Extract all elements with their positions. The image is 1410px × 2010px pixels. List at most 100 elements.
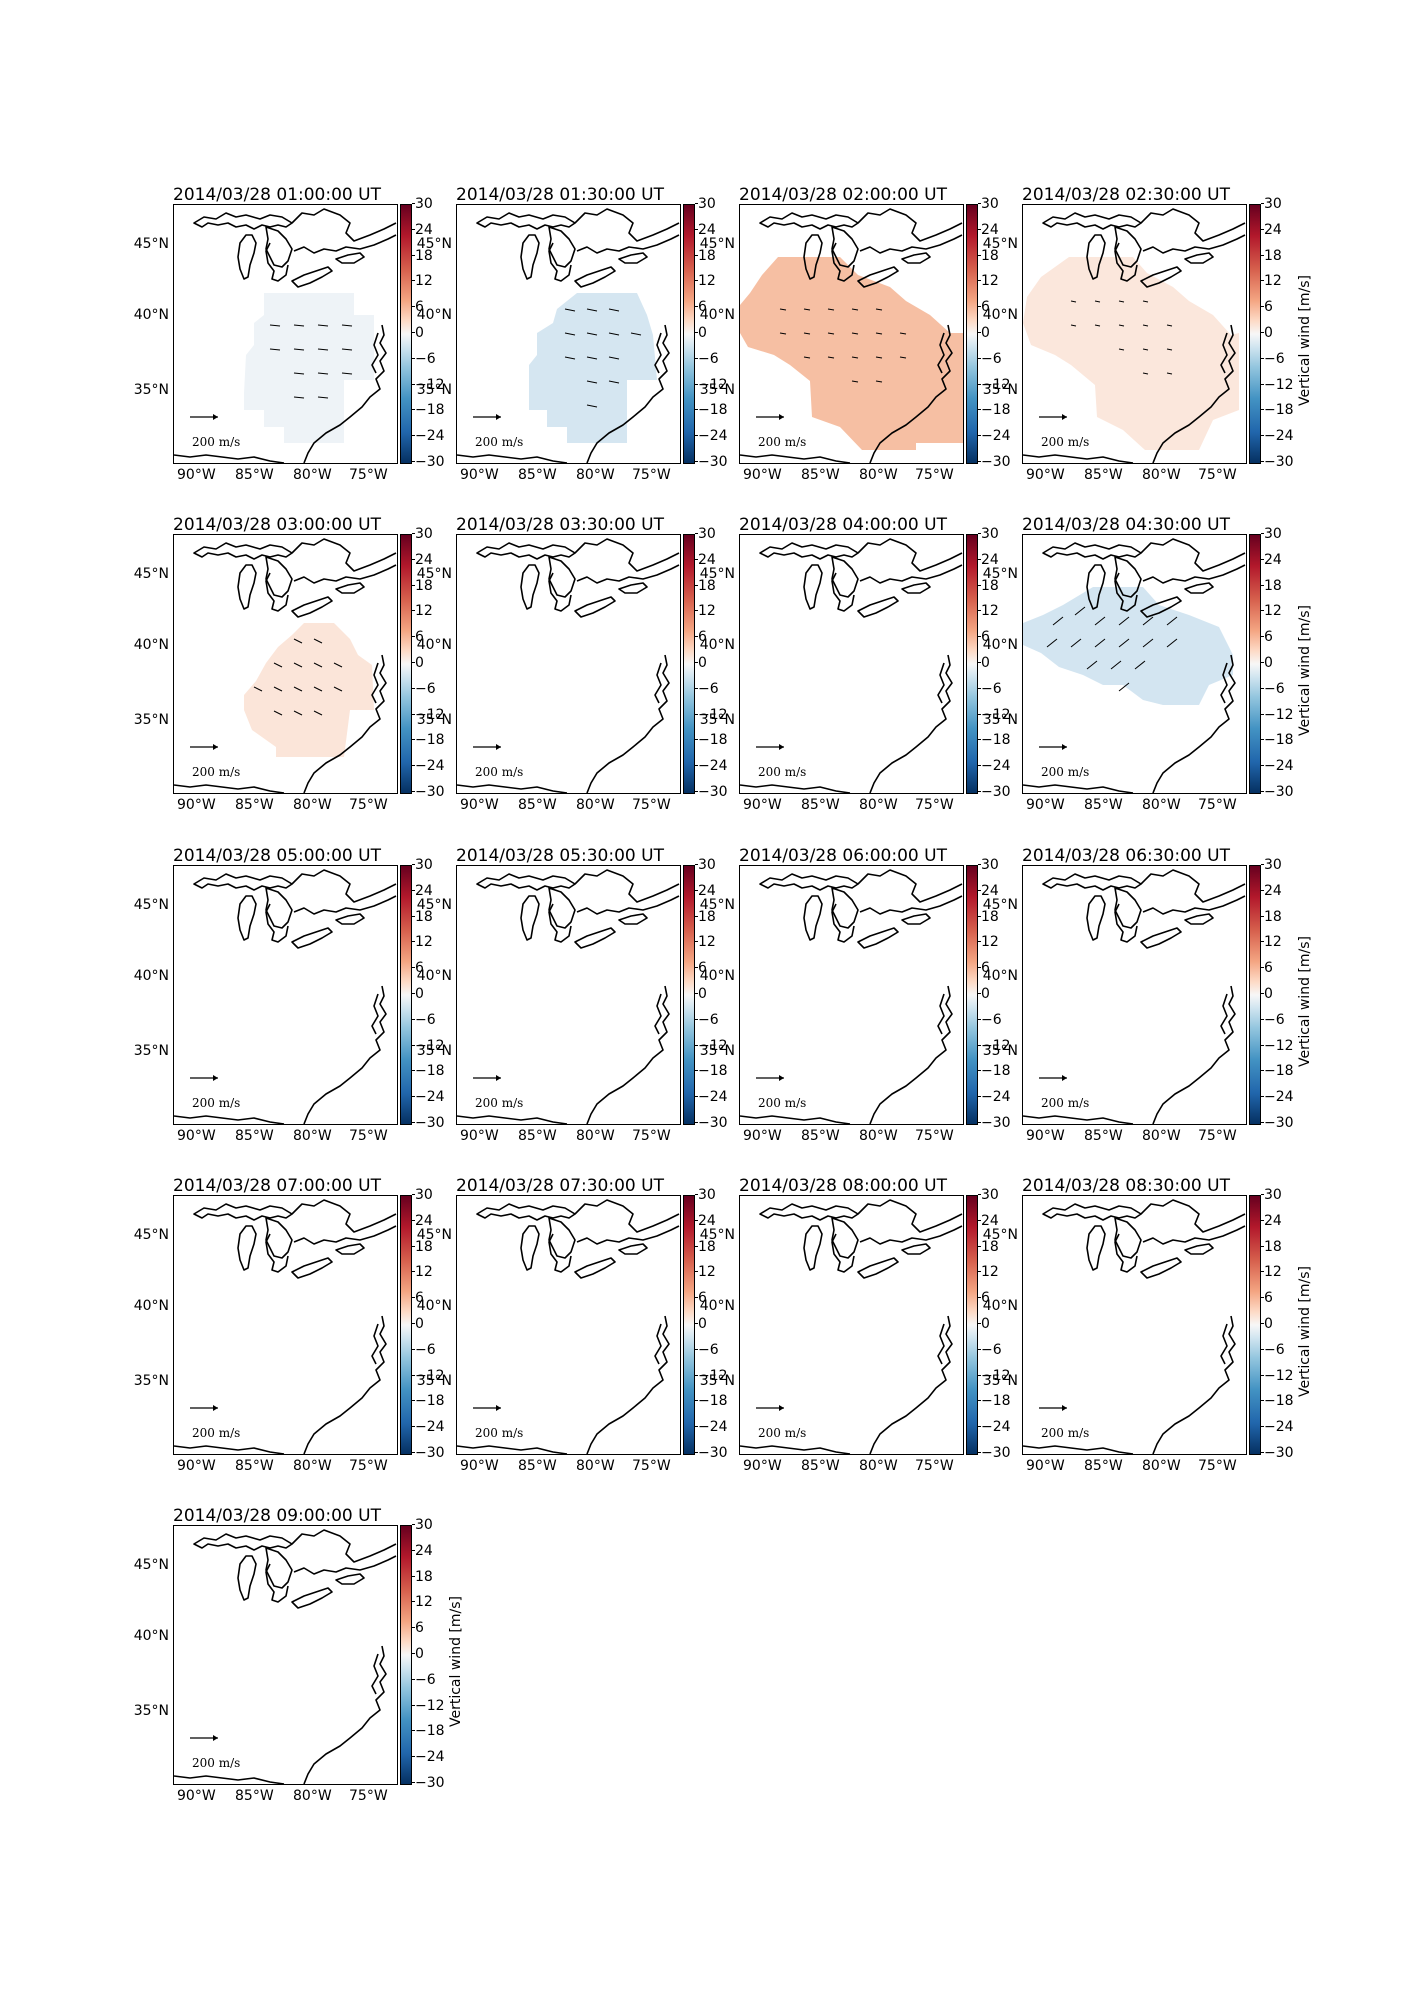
panel-title: 2014/03/28 02:00:00 UT bbox=[739, 185, 947, 205]
wind-arrow bbox=[779, 308, 787, 311]
atlantic-coast bbox=[586, 985, 670, 1124]
gulf-coast bbox=[1023, 454, 1134, 463]
colorbar-label: Vertical wind [m/s] bbox=[1297, 605, 1313, 736]
ontario-shore bbox=[859, 895, 963, 915]
wind-arrow bbox=[341, 372, 353, 375]
st-lawrence-coast bbox=[1140, 208, 1246, 242]
lake-huron-shoreline bbox=[548, 226, 576, 268]
colorbar-tick-label: −18 bbox=[1261, 1393, 1294, 1410]
longitude-tick-label: 90°W bbox=[1026, 467, 1065, 483]
longitude-tick-label: 85°W bbox=[801, 467, 840, 483]
wind-vector-arrows bbox=[1070, 300, 1173, 375]
latitude-tick-label: 40°N bbox=[133, 1298, 169, 1314]
atlantic-coast bbox=[1152, 1315, 1236, 1454]
michigan-peninsula bbox=[548, 572, 572, 612]
colorbar-tick-label: 0 bbox=[412, 655, 424, 671]
longitude-tick-label: 75°W bbox=[349, 1128, 388, 1144]
atlantic-coast bbox=[869, 985, 953, 1124]
longitude-tick-label: 85°W bbox=[518, 1128, 557, 1144]
st-lawrence-coast bbox=[857, 208, 963, 242]
scale-arrow bbox=[1039, 1405, 1067, 1411]
lake-huron-shoreline bbox=[831, 556, 859, 598]
latitude-tick-label: 40°N bbox=[133, 1628, 169, 1644]
ontario-shore bbox=[1142, 564, 1246, 584]
panel-title: 2014/03/28 06:00:00 UT bbox=[739, 846, 947, 866]
atlantic-coast bbox=[303, 1315, 387, 1454]
latitude-tick-label: 40°N bbox=[416, 307, 452, 323]
longitude-tick-label: 75°W bbox=[349, 797, 388, 813]
coastline bbox=[174, 538, 397, 793]
wind-arrow bbox=[1118, 348, 1125, 351]
latitude-tick-label: 45°N bbox=[699, 1227, 735, 1243]
wind-arrow bbox=[341, 348, 353, 351]
map-area: 200 m/s bbox=[456, 534, 681, 794]
colorbar-tick-label: 12 bbox=[412, 603, 433, 620]
colorbar-tick-label: 0 bbox=[412, 325, 424, 341]
lake-erie-shoreline bbox=[857, 1257, 899, 1279]
colorbar-tick-label: 12 bbox=[978, 603, 999, 620]
colorbar-tick-label: −6 bbox=[1261, 1341, 1285, 1358]
coastline bbox=[457, 1199, 680, 1454]
lake-superior-shoreline bbox=[759, 542, 859, 560]
colorbar bbox=[966, 204, 978, 464]
panel-title: 2014/03/28 06:30:00 UT bbox=[1022, 846, 1230, 866]
lake-michigan-shoreline bbox=[520, 1225, 540, 1271]
lake-ontario-shoreline bbox=[335, 913, 365, 925]
wind-arrow bbox=[293, 348, 305, 351]
gulf-coast bbox=[174, 454, 285, 463]
wind-field-region bbox=[740, 257, 963, 450]
colorbar-tick-label: −24 bbox=[978, 1089, 1011, 1106]
colorbar-tick-label: −30 bbox=[978, 784, 1011, 800]
ontario-shore bbox=[576, 234, 680, 254]
scale-arrow-label: 200 m/s bbox=[758, 435, 807, 449]
map-panel: 2014/03/28 05:30:00 UT bbox=[417, 847, 746, 1144]
panel-title: 2014/03/28 09:00:00 UT bbox=[173, 1506, 381, 1526]
map-panel: 2014/03/28 01:00:00 UT bbox=[134, 185, 463, 482]
map-canvas bbox=[174, 869, 397, 1124]
map-panel: 2014/03/28 02:00:00 UT bbox=[700, 185, 1029, 483]
longitude-tick-label: 90°W bbox=[177, 1458, 216, 1474]
longitude-tick-label: 85°W bbox=[235, 1788, 274, 1804]
latitude-tick-label: 45°N bbox=[133, 1227, 169, 1243]
colorbar-tick-label: 0 bbox=[978, 655, 990, 671]
colorbar-tick-label: −24 bbox=[978, 428, 1011, 445]
st-lawrence-coast bbox=[1140, 869, 1246, 903]
panel-title: 2014/03/28 08:00:00 UT bbox=[739, 1176, 947, 1196]
lake-ontario-shoreline bbox=[618, 913, 648, 925]
latitude-tick-label: 35°N bbox=[699, 1043, 735, 1059]
colorbar-tick-label: 12 bbox=[1261, 1264, 1282, 1281]
colorbar-tick-label: −24 bbox=[1261, 1089, 1294, 1106]
map-area: 200 m/s bbox=[456, 865, 681, 1125]
st-lawrence-coast bbox=[574, 538, 680, 572]
map-panel: 2014/03/28 08:30:00 UT bbox=[983, 1177, 1313, 1473]
longitude-tick-label: 85°W bbox=[1084, 467, 1123, 483]
colorbar-tick-label: −6 bbox=[1261, 680, 1285, 697]
wind-arrow bbox=[1134, 660, 1146, 670]
lake-huron-shoreline bbox=[548, 887, 576, 929]
colorbar-tick-label: 12 bbox=[412, 1264, 433, 1281]
map-canvas bbox=[740, 869, 963, 1124]
colorbar-tick-label: −18 bbox=[412, 1063, 445, 1080]
colorbar-tick-label: −6 bbox=[695, 350, 719, 367]
ontario-shore bbox=[859, 234, 963, 254]
colorbar-tick-label: −18 bbox=[695, 1063, 728, 1080]
atlantic-coast bbox=[303, 324, 387, 463]
longitude-tick-label: 90°W bbox=[743, 1128, 782, 1144]
map-area: 200 m/s bbox=[1022, 204, 1247, 464]
colorbar-tick-label: 18 bbox=[978, 247, 999, 264]
michigan-peninsula bbox=[1114, 572, 1138, 612]
colorbar-tick-label: 30 bbox=[412, 857, 433, 873]
lake-erie-shoreline bbox=[1140, 266, 1182, 288]
lake-huron-shoreline bbox=[1114, 887, 1142, 929]
vertical-wind-field bbox=[1023, 587, 1233, 705]
gulf-coast bbox=[740, 454, 851, 463]
panel-title: 2014/03/28 01:00:00 UT bbox=[173, 185, 381, 205]
wind-arrow bbox=[1118, 616, 1130, 626]
longitude-tick-label: 85°W bbox=[801, 1128, 840, 1144]
longitude-tick-label: 90°W bbox=[1026, 1128, 1065, 1144]
wind-arrow bbox=[1086, 660, 1098, 670]
lake-ontario-shoreline bbox=[335, 582, 365, 594]
colorbar-tick-label: 6 bbox=[1261, 299, 1273, 316]
lake-michigan-shoreline bbox=[1086, 895, 1106, 941]
scale-arrow bbox=[1039, 744, 1067, 750]
